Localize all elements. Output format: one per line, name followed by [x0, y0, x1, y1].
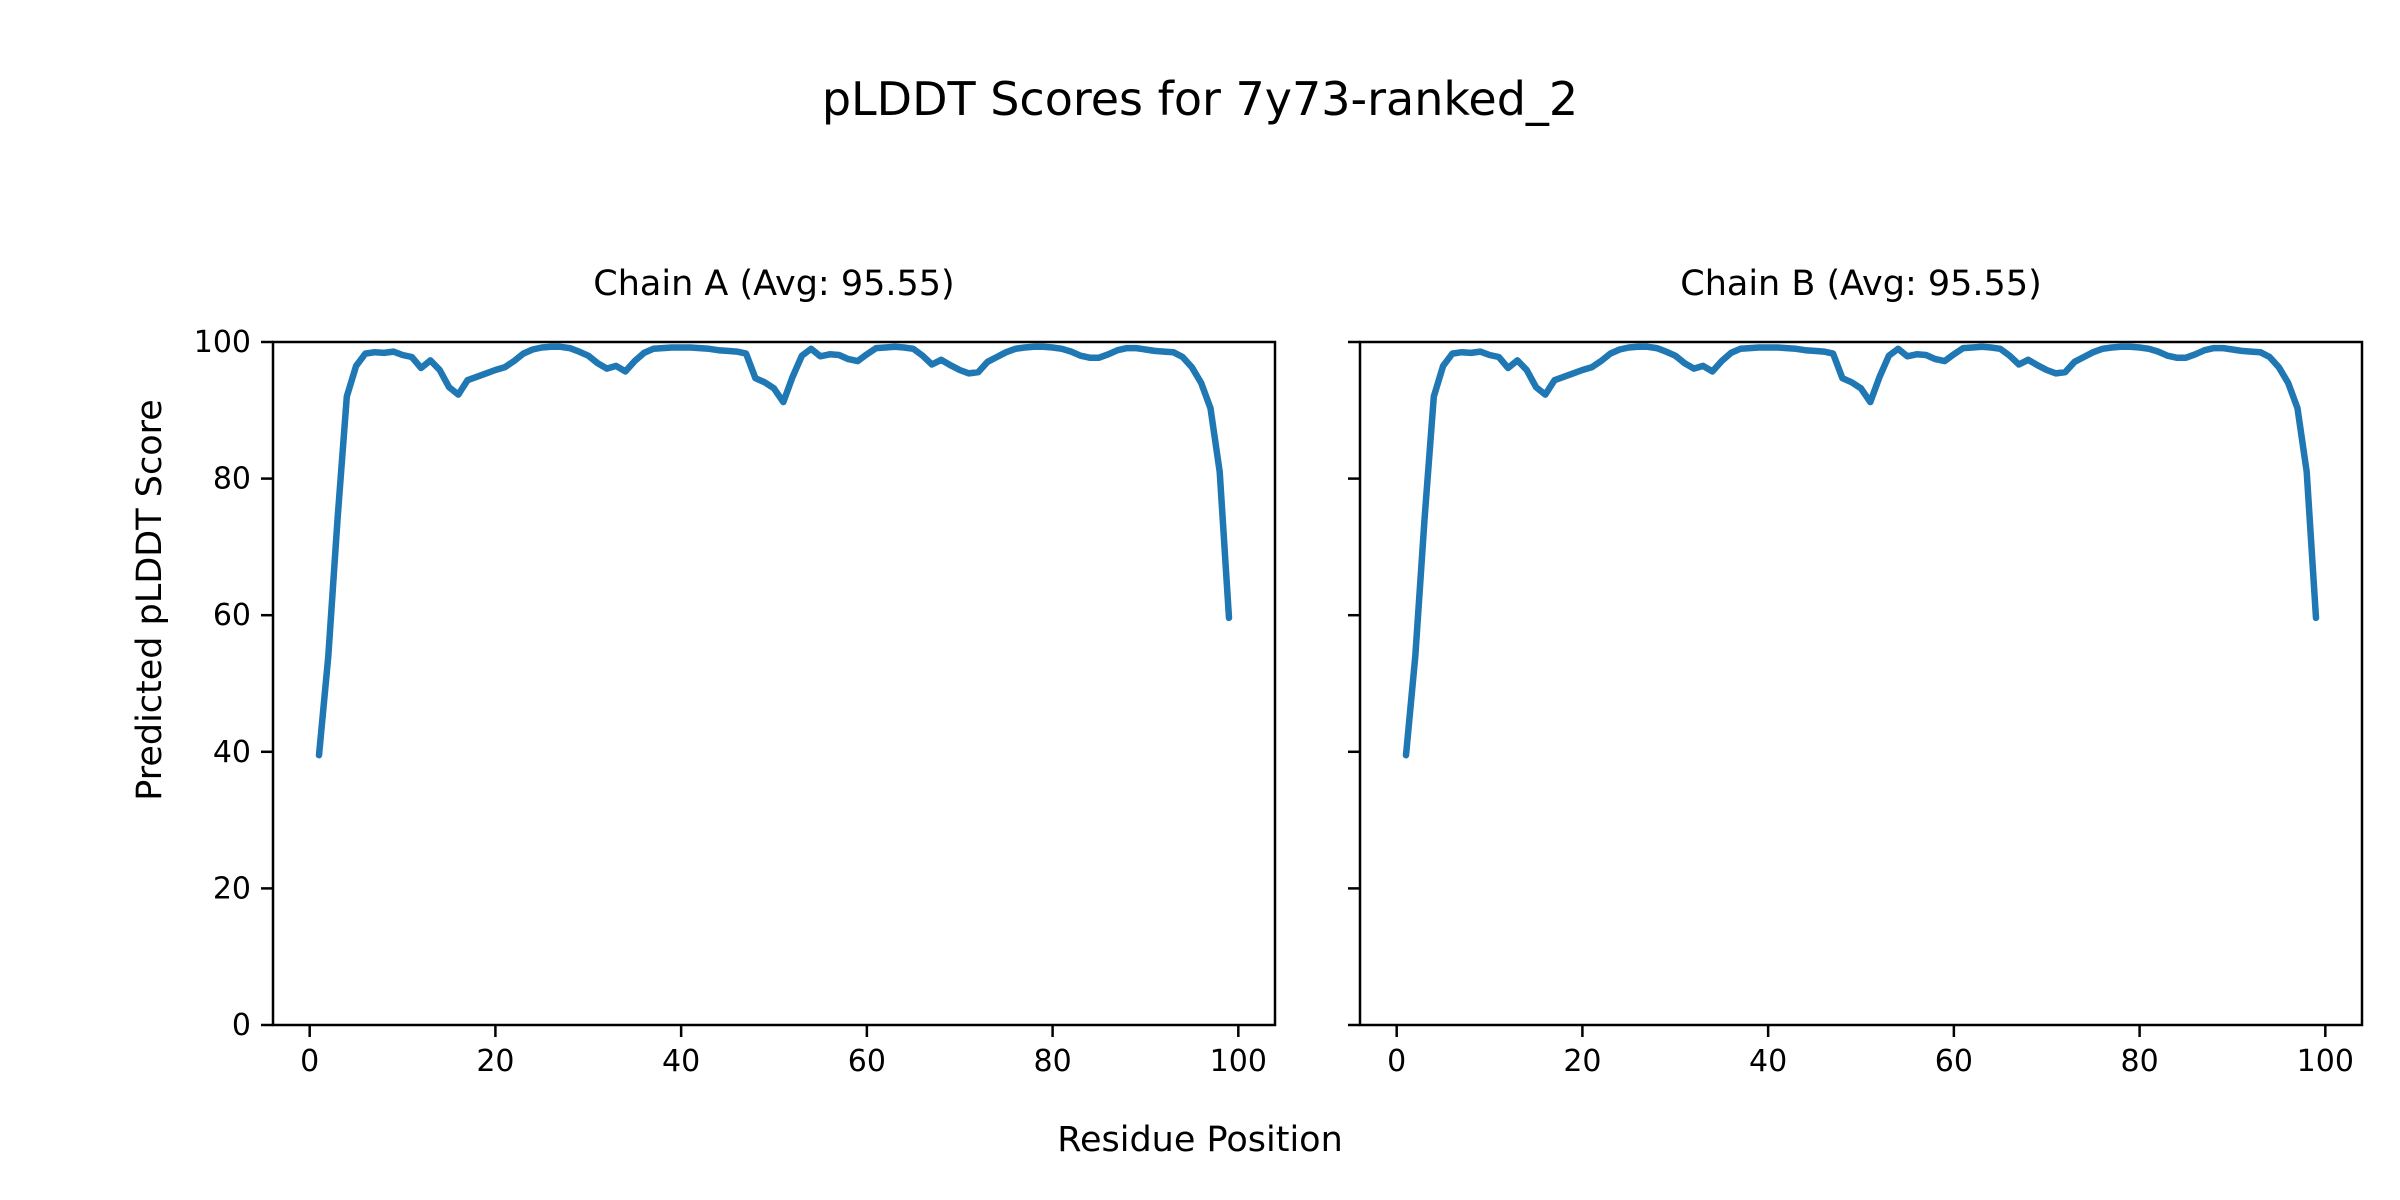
- x-axis-label: Residue Position: [1057, 1120, 1343, 1160]
- x-tick-label: 60: [848, 1044, 886, 1079]
- y-tick-label: 60: [213, 598, 251, 633]
- axes-frame: [271, 340, 1277, 1027]
- plddt-line-chain-a: [315, 343, 1233, 759]
- y-tick-label: 20: [213, 871, 251, 906]
- plddt-line-chain-b: [1402, 343, 2320, 759]
- x-tick-label: 100: [1210, 1044, 1267, 1079]
- x-tick-label: 40: [662, 1044, 700, 1079]
- y-tick-label: 80: [213, 462, 251, 497]
- x-tick-label: 80: [2120, 1044, 2158, 1079]
- chain-a-subplot-title: Chain A (Avg: 95.55): [593, 264, 955, 304]
- axes-frame: [1358, 340, 2364, 1027]
- figure-title: pLDDT Scores for 7y73-ranked_2: [821, 72, 1579, 126]
- chain-b-subplot-title: Chain B (Avg: 95.55): [1680, 264, 2042, 304]
- y-tick-label: 0: [232, 1008, 251, 1043]
- x-tick-label: 60: [1935, 1044, 1973, 1079]
- y-tick-label: 40: [213, 735, 251, 770]
- x-tick-label: 80: [1033, 1044, 1071, 1079]
- x-tick-label: 20: [476, 1044, 514, 1079]
- x-tick-label: 0: [300, 1044, 319, 1079]
- x-tick-label: 20: [1563, 1044, 1601, 1079]
- x-tick-label: 40: [1749, 1044, 1787, 1079]
- x-tick-label: 0: [1387, 1044, 1406, 1079]
- y-tick-label: 100: [194, 325, 251, 360]
- x-tick-label: 100: [2297, 1044, 2354, 1079]
